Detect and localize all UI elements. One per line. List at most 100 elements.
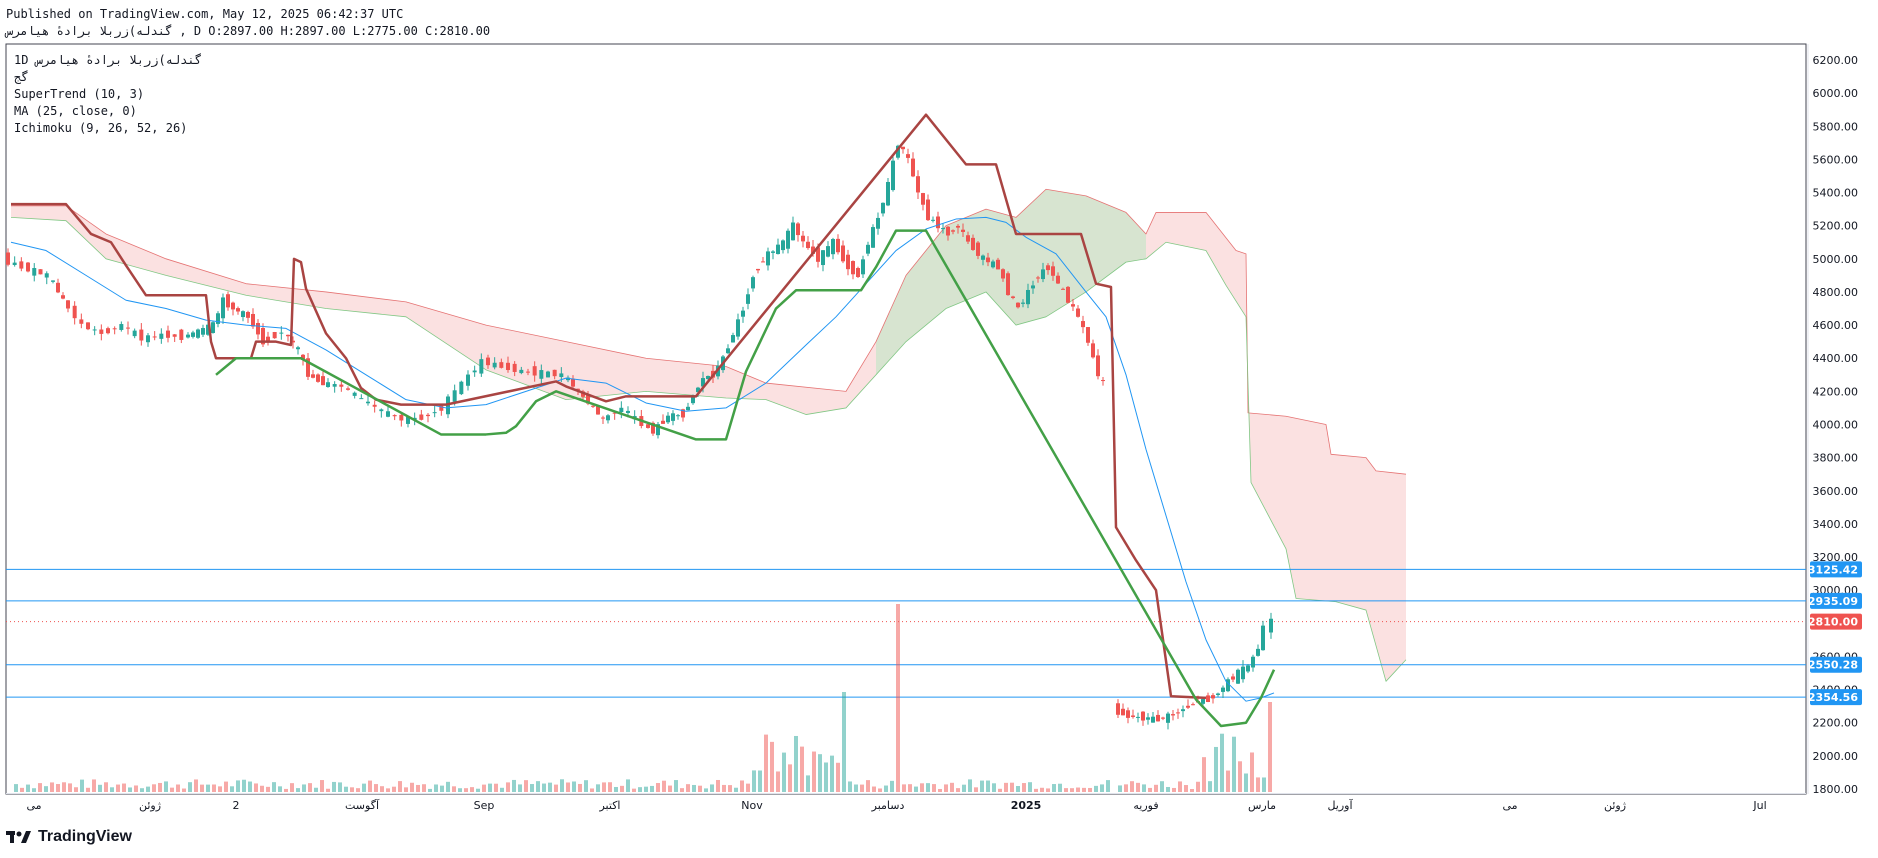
volume-bar [38,783,42,792]
volume-bar [146,786,150,792]
legend-symbol[interactable]: 1D گندله)زربلا برادهٔ هیامرس [14,53,202,67]
volume-bar [590,788,594,792]
candle-body [1146,717,1150,720]
candle-body [1201,699,1205,704]
candle-body [346,388,350,390]
volume-bar [782,752,786,792]
volume-bar [194,779,198,792]
volume-bar [116,784,120,792]
x-tick-label: Jul [1752,799,1766,812]
candle-body [279,332,284,334]
candle-body [1251,656,1255,668]
candle-body [152,336,157,338]
volume-bar [440,785,444,792]
x-tick-label: 2025 [1011,799,1042,812]
volume-bar [1238,761,1242,792]
symbol-ohlc-line: گندله)زربلا برادهٔ هیامرس , D O:2897.00 … [6,24,491,38]
volume-bar [698,785,702,792]
volume-bar [296,788,300,792]
volume-bar [692,784,696,792]
candle-body [911,158,915,177]
volume-bar [1166,786,1170,792]
candle-body [681,409,685,418]
x-tick-label: Nov [741,799,763,812]
price-label-text: 3125.42 [1808,563,1858,576]
chart-frame [5,43,1807,795]
volume-bar [428,788,432,792]
candle-body [956,225,960,228]
x-tick-label: Sep [474,799,495,812]
candle-body [399,414,404,421]
candle-body [392,415,397,417]
volume-bar [266,786,270,792]
candle-body [801,235,805,242]
volume-bar [416,784,420,792]
tradingview-brand[interactable]: TradingView [6,828,132,846]
candle-body [671,413,675,421]
candle-body [439,405,444,411]
candle-body [986,257,990,263]
chart-legend[interactable]: 1D گندله)زربلا برادهٔ هیامرس گج SuperTre… [14,52,202,137]
volume-bar [68,783,72,792]
candle-body [696,387,700,393]
y-axis[interactable]: 6200.00 6000.00 5800.00 5600.00 5400.00 5200.… [1807,44,1862,796]
y-tick-label: 6200.00 [1813,54,1859,67]
candle-body [332,384,337,387]
candle-body [406,416,410,424]
candle-body [246,311,250,318]
candle-body [831,239,835,255]
candle-body [796,223,800,236]
candle-body [1036,277,1040,279]
candle-body [539,370,544,379]
candle-body [366,401,370,404]
volume-bar [956,788,960,792]
candle-body [321,376,325,386]
volume-bar [164,781,168,792]
volume-bar [1148,787,1152,792]
candle-body [51,280,55,282]
volume-bar [74,787,78,792]
candle-body [1021,302,1025,304]
legend-supertrend[interactable]: SuperTrend (10, 3) [14,87,145,101]
legend-ichimoku[interactable]: Ichimoku (9, 26, 52, 26) [14,121,188,135]
volume-bar [1034,788,1038,792]
horizontal-levels[interactable] [6,568,1806,698]
x-tick-label: می [26,799,41,812]
candle-body [532,366,537,376]
candles[interactable] [6,144,1273,730]
volume-bar [350,787,354,792]
y-tick-label: 2000.00 [1813,750,1859,763]
y-tick-label: 5400.00 [1813,187,1859,200]
candle-body [1126,710,1130,718]
x-tick-label: آوریل [1327,798,1353,812]
candle-body [459,381,464,395]
candle-body [492,362,497,368]
candle-body [61,295,65,299]
volume-bar [1028,782,1032,792]
candle-body [119,324,124,330]
volume-bar [200,784,204,792]
candle-body [691,395,695,404]
volume-bar [236,780,240,792]
volume-bar [1178,781,1182,792]
volume-bar [188,782,192,792]
candle-body [1156,714,1160,722]
candle-body [736,319,740,337]
candle-body [326,382,330,388]
candle-body [1086,327,1090,343]
volume-bar [242,779,246,792]
candle-body [211,322,215,333]
volume-bar [32,788,36,792]
legend-ma[interactable]: MA (25, close, 0) [14,104,137,118]
candle-body [236,308,240,312]
volume-bar [866,780,870,792]
candle-body [66,300,70,309]
candle-body [606,415,610,421]
candle-body [216,313,220,324]
candle-body [1151,716,1155,723]
volume-bar [128,787,132,792]
x-axis[interactable]: می ژوئن 2 آگوست Sep اکتبر Nov دسامبر 2025 فوریه ما… [6,793,1806,813]
candle-body [576,388,580,390]
candle-body [846,254,850,270]
